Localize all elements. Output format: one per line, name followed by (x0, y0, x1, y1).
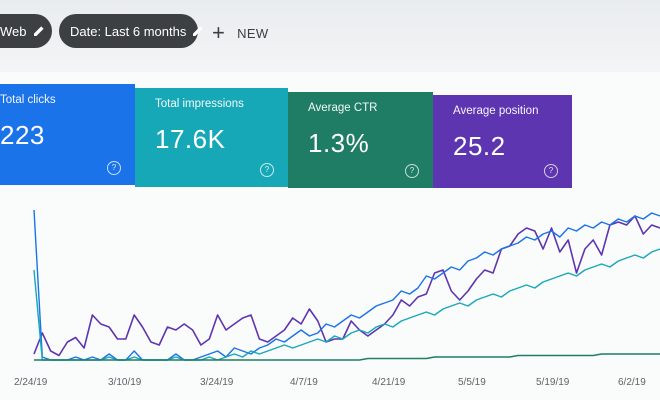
help-icon[interactable]: ? (405, 164, 419, 178)
metric-label: Average CTR (308, 102, 378, 114)
metric-card-average-position[interactable]: Average position 25.2 ? (433, 95, 572, 188)
metric-card-total-clicks[interactable]: Total clicks 223 ? (0, 84, 135, 185)
help-icon[interactable]: ? (544, 164, 558, 178)
metric-card-average-ctr[interactable]: Average CTR 1.3% ? (288, 92, 433, 188)
metric-value: 25.2 (453, 131, 506, 161)
metric-label: Average position (453, 105, 539, 117)
metric-value: 17.6K (155, 124, 226, 154)
pencil-icon[interactable] (33, 25, 45, 37)
plus-icon: + (212, 20, 226, 45)
metric-label: Total clicks (0, 94, 56, 106)
chart-series-layer (33, 209, 660, 361)
series-line-3 (34, 353, 660, 361)
series-line-0 (33, 215, 660, 357)
metric-value: 1.3% (308, 128, 370, 158)
x-tick-label: 5/19/19 (536, 377, 570, 388)
x-axis-ticks: 2/24/19 3/10/19 3/24/19 4/7/19 4/21/19 5/5/19… (14, 377, 646, 388)
new-filter-button[interactable]: + NEW (212, 18, 268, 48)
filter-chip-label: Web (0, 23, 27, 39)
filter-toolbar: Web Date: Last 6 months + NEW (0, 0, 660, 72)
filter-chip-web[interactable]: Web (0, 14, 52, 48)
pencil-icon[interactable] (192, 25, 204, 37)
series-line-2 (33, 248, 660, 361)
x-tick-label: 4/21/19 (372, 377, 406, 388)
help-icon[interactable]: ? (107, 161, 121, 175)
x-tick-label: 5/5/19 (458, 377, 486, 388)
series-line-1 (33, 209, 660, 361)
new-filter-label: NEW (237, 25, 269, 41)
x-tick-label: 3/24/19 (200, 377, 234, 388)
x-tick-label: 2/24/19 (14, 377, 48, 388)
x-tick-label: 6/2/19 (618, 377, 646, 388)
help-icon[interactable]: ? (260, 163, 274, 177)
x-tick-label: 4/7/19 (290, 377, 318, 388)
filter-chip-date[interactable]: Date: Last 6 months (59, 14, 203, 48)
metric-value: 223 (0, 120, 45, 150)
filter-chip-label: Date: Last 6 months (70, 23, 187, 39)
x-tick-label: 3/10/19 (108, 377, 142, 388)
metric-card-total-impressions[interactable]: Total impressions 17.6K ? (135, 88, 288, 187)
metric-label: Total impressions (155, 98, 244, 110)
